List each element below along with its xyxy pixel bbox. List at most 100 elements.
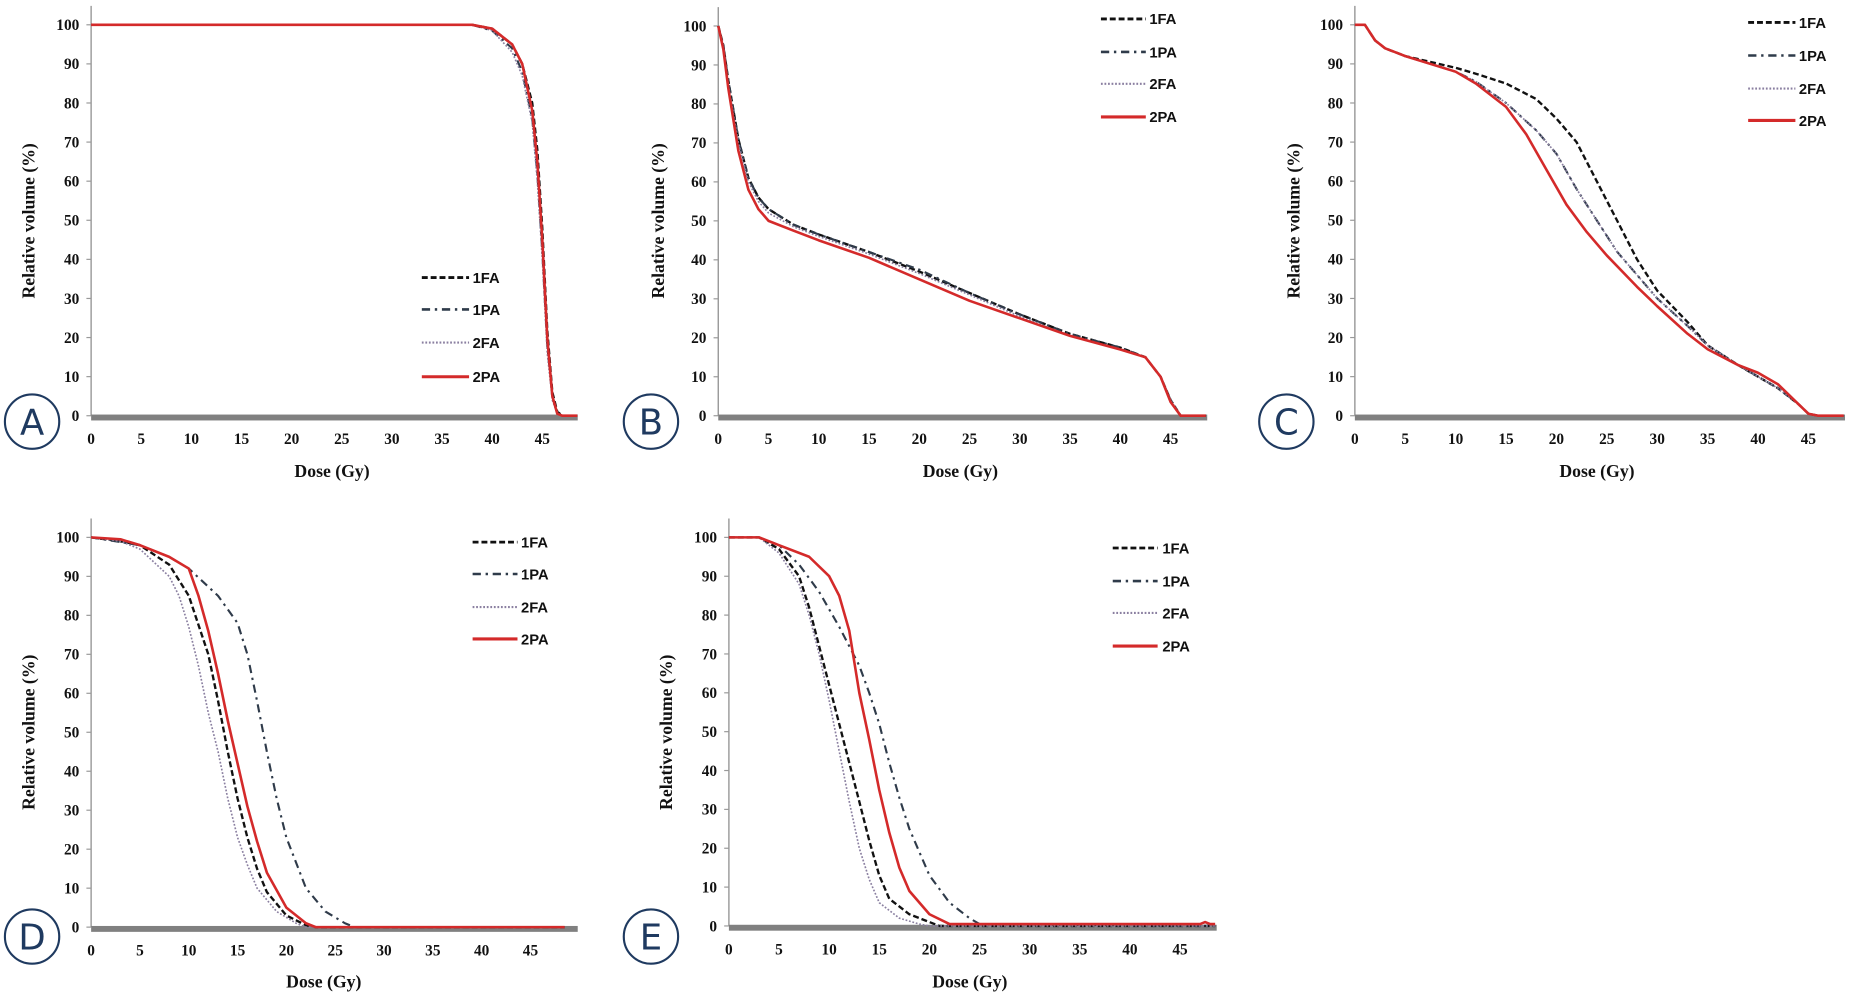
x-axis-baseline [91, 925, 578, 932]
y-tick-label: 50 [691, 213, 707, 230]
legend-label-1fa: 1FA [1799, 16, 1826, 32]
y-tick-label: 100 [1320, 17, 1343, 34]
x-tick-label: 35 [425, 942, 441, 959]
legend-label-1pa: 1PA [521, 567, 549, 583]
x-axis-title: Dose (Gy) [932, 971, 1007, 991]
x-tick-label: 30 [384, 431, 400, 448]
x-tick-label: 5 [136, 942, 144, 959]
y-axis-title: Relative volume (%) [648, 143, 668, 298]
y-tick-label: 20 [1328, 330, 1344, 347]
x-tick-label: 30 [376, 942, 392, 959]
x-tick-label: 30 [1012, 431, 1028, 448]
series-line-2fa [728, 536, 1216, 927]
y-tick-label: 50 [1328, 213, 1344, 230]
x-tick-label: 45 [1163, 431, 1179, 448]
panel-letter: A [20, 403, 44, 444]
y-tick-label: 80 [64, 95, 80, 112]
x-tick-label: 10 [821, 941, 837, 958]
x-tick-label: 35 [1072, 941, 1088, 958]
y-tick-label: 50 [64, 725, 80, 742]
panel-letter-circle [622, 908, 680, 965]
series-line-1fa [717, 25, 1206, 417]
y-tick-label: 30 [64, 291, 80, 308]
y-tick-label: 30 [702, 802, 718, 819]
y-tick-label: 80 [691, 96, 707, 113]
x-tick-label: 5 [765, 431, 773, 448]
panel-b: 0 10 20 30 40 50 60 70 80 90 100 0 5 10 15 20 25 30 35 40 45… [622, 7, 1208, 481]
x-tick-label: 45 [523, 942, 539, 959]
x-tick-label: 15 [1498, 431, 1514, 448]
x-axis-title: Dose (Gy) [286, 971, 361, 991]
x-tick-label: 35 [1062, 431, 1078, 448]
legend-label-1fa: 1FA [1149, 12, 1176, 28]
x-tick-label: 40 [1122, 941, 1138, 958]
x-tick-label: 35 [1700, 431, 1716, 448]
y-tick-label: 0 [72, 408, 80, 425]
y-tick-label: 40 [64, 764, 80, 781]
y-tick-label: 30 [64, 803, 80, 820]
legend-label-2fa: 2FA [473, 336, 500, 352]
series-line-2pa [1354, 23, 1844, 418]
y-tick-label: 80 [1328, 95, 1344, 112]
y-tick-label: 90 [702, 569, 718, 586]
legend-label-1pa: 1PA [1799, 49, 1827, 65]
y-tick-label: 20 [64, 842, 80, 859]
x-tick-label: 0 [87, 942, 95, 959]
y-tick-label: 70 [64, 647, 80, 664]
y-tick-label: 40 [1328, 252, 1344, 269]
y-tick-label: 90 [1328, 56, 1344, 73]
x-tick-label: 30 [1022, 941, 1038, 958]
x-tick-label: 30 [1650, 431, 1666, 448]
y-axis-title: Relative volume (%) [18, 654, 38, 809]
y-tick-label: 10 [702, 879, 718, 896]
y-tick-label: 70 [702, 646, 718, 663]
y-tick-label: 60 [702, 685, 718, 702]
x-tick-label: 20 [1549, 431, 1565, 448]
y-tick-label: 10 [64, 880, 80, 897]
series-line-2pa [717, 25, 1206, 418]
x-tick-label: 15 [230, 942, 246, 959]
legend-label-2pa: 2PA [521, 632, 549, 648]
x-axis-title: Dose (Gy) [294, 461, 369, 481]
series-line-2pa [91, 23, 578, 418]
legend-label-1pa: 1PA [1149, 45, 1177, 61]
panel-letter-circle [3, 393, 61, 450]
y-tick-label: 0 [699, 408, 707, 425]
series-line-2fa [1354, 23, 1844, 417]
x-tick-label: 15 [861, 431, 877, 448]
y-tick-label: 100 [56, 530, 79, 547]
legend-label-2pa: 2PA [1149, 110, 1177, 126]
legend-label-1fa: 1FA [473, 271, 500, 287]
y-tick-label: 60 [691, 174, 707, 191]
x-tick-label: 20 [912, 431, 928, 448]
x-tick-label: 5 [137, 431, 145, 448]
x-axis-title: Dose (Gy) [923, 461, 998, 481]
legend-label-2pa: 2PA [473, 370, 501, 386]
x-tick-label: 15 [234, 431, 250, 448]
y-tick-label: 90 [691, 57, 707, 74]
y-tick-label: 100 [694, 530, 717, 547]
legend-label-1fa: 1FA [1162, 541, 1189, 557]
y-tick-label: 80 [702, 607, 718, 624]
x-tick-label: 10 [181, 942, 197, 959]
legend-label-1fa: 1FA [521, 535, 548, 551]
panel-letter-circle [1258, 393, 1315, 450]
x-tick-label: 40 [474, 942, 490, 959]
legend-label-2fa: 2FA [1799, 82, 1826, 98]
y-tick-label: 70 [691, 135, 707, 152]
x-tick-label: 20 [922, 941, 938, 958]
y-axis-title: Relative volume (%) [1283, 143, 1303, 298]
legend-label-1pa: 1PA [473, 303, 501, 319]
panel-letter: D [18, 918, 45, 959]
y-tick-label: 100 [683, 18, 706, 35]
y-tick-label: 40 [64, 252, 80, 269]
x-tick-label: 25 [328, 942, 344, 959]
y-tick-label: 10 [64, 369, 80, 386]
panel-e: 0 10 20 30 40 50 60 70 80 90 100 0 5 10 15 20 25 30 35 40 45… [622, 518, 1217, 991]
panel-d: 0 10 20 30 40 50 60 70 80 90 100 0 5 10 15 20 25 30 35 40 45… [3, 518, 578, 991]
x-tick-label: 40 [1750, 431, 1766, 448]
y-tick-label: 20 [64, 330, 80, 347]
series-line-1pa [1354, 23, 1844, 417]
